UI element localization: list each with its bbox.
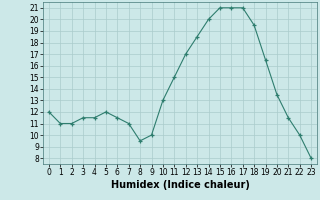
X-axis label: Humidex (Indice chaleur): Humidex (Indice chaleur) xyxy=(111,180,249,190)
